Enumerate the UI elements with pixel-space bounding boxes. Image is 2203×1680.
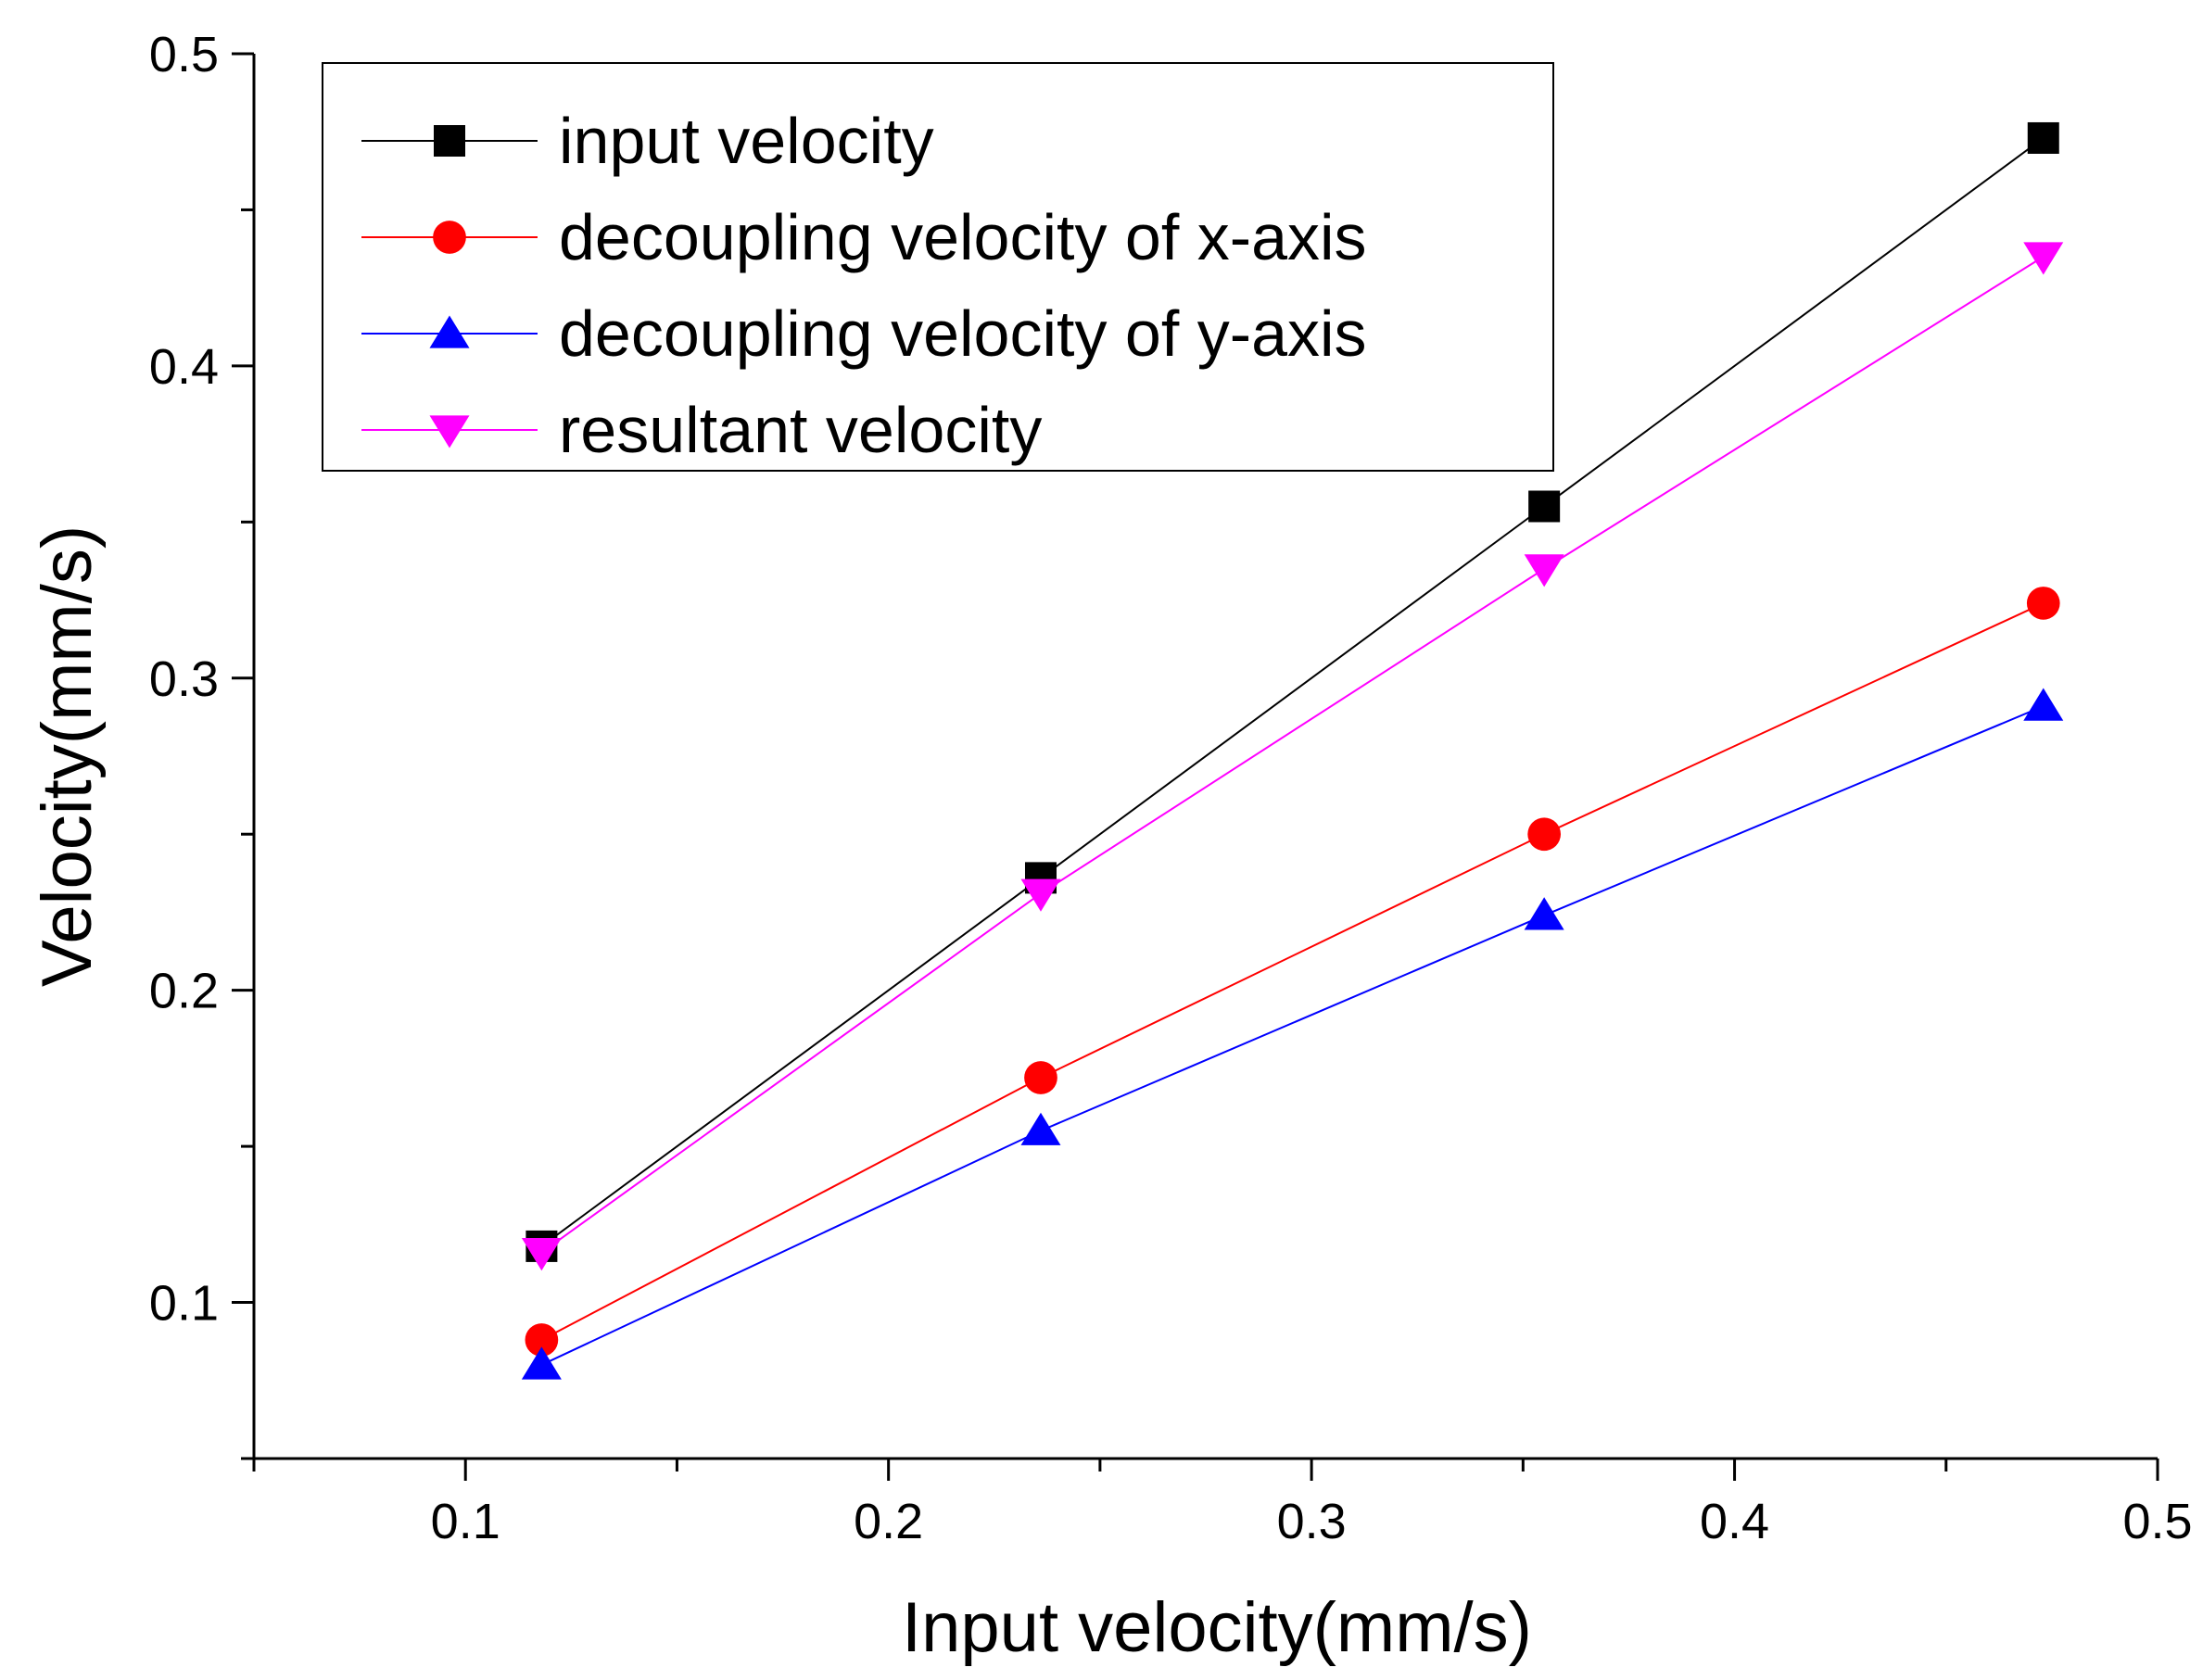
y-tick-label: 0.1 xyxy=(149,1276,219,1332)
data-point xyxy=(2023,242,2064,275)
y-tick-label: 0.2 xyxy=(149,964,219,1019)
legend-label: input velocity xyxy=(559,105,934,177)
x-tick-label: 0.4 xyxy=(1700,1494,1769,1549)
data-point xyxy=(2026,587,2060,620)
series-line-1 xyxy=(540,137,2045,1247)
legend: input velocity decoupling velocity of x-a… xyxy=(322,62,1554,472)
x-tick-label: 0.1 xyxy=(431,1494,500,1549)
legend-marker xyxy=(429,315,470,348)
x-tick-label: 0.2 xyxy=(854,1494,923,1549)
series-line-3 xyxy=(540,705,2045,1366)
data-point xyxy=(1524,554,1564,587)
series-line-4 xyxy=(540,256,2045,1254)
data-point xyxy=(1020,878,1061,912)
data-point xyxy=(1020,1112,1061,1145)
legend-marker xyxy=(433,221,466,254)
x-tick-label: 0.3 xyxy=(1277,1494,1347,1549)
data-point xyxy=(1527,817,1562,852)
y-tick-label: 0.3 xyxy=(149,651,219,707)
x-tick-label: 0.5 xyxy=(2122,1494,2192,1549)
y-tick-label: 0.4 xyxy=(149,339,219,395)
legend-box xyxy=(322,62,1554,472)
data-point xyxy=(521,1346,562,1380)
plot-markers xyxy=(521,121,2064,1380)
axis-titles: Input velocity(mm/s) Velocity(mm/s) xyxy=(28,525,1532,1667)
legend-marker xyxy=(429,415,470,448)
legend-label: decoupling velocity of y-axis xyxy=(559,297,1367,370)
legend-label: decoupling velocity of x-axis xyxy=(559,201,1367,273)
data-point xyxy=(2027,121,2059,154)
y-tick-label: 0.5 xyxy=(149,27,219,82)
data-point xyxy=(2023,688,2064,721)
data-point xyxy=(521,1238,562,1271)
y-axis-title: Velocity(mm/s) xyxy=(28,525,107,987)
x-axis-title: Input velocity(mm/s) xyxy=(902,1588,1532,1667)
legend-label: resultant velocity xyxy=(559,394,1042,466)
series-line-2 xyxy=(540,602,2045,1341)
plot-lines xyxy=(540,137,2045,1366)
data-point xyxy=(1528,490,1561,523)
data-point xyxy=(525,1323,559,1357)
data-point xyxy=(1024,1061,1057,1094)
legend-marker xyxy=(434,125,465,157)
axes: 0.1 0.2 0.3 0.4 0.5 0.1 0.2 0.3 0.4 0.5 xyxy=(149,27,2193,1549)
data-point xyxy=(1524,897,1564,930)
